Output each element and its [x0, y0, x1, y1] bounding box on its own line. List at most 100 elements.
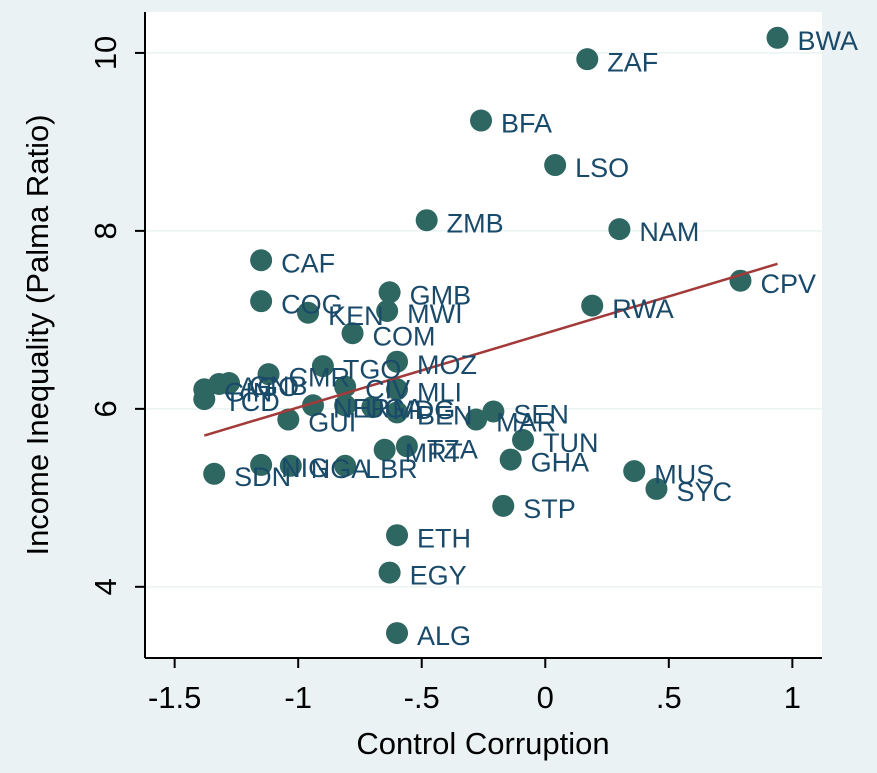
point	[499, 448, 522, 471]
point	[470, 109, 493, 132]
x-tick-label: 0	[537, 680, 554, 715]
point-label: CIV	[365, 375, 410, 405]
point-label: CPV	[760, 269, 816, 299]
point-label: BWA	[798, 26, 859, 56]
point-label: ALG	[417, 621, 471, 651]
point-label: SEN	[513, 400, 569, 430]
point	[279, 454, 302, 477]
x-tick-label: .5	[656, 680, 682, 715]
x-tick-label: -1.5	[148, 680, 201, 715]
point-label: UGA	[365, 393, 424, 423]
x-tick-label: 1	[784, 680, 801, 715]
point	[334, 394, 357, 417]
point	[297, 301, 320, 324]
point-label: TZA	[427, 434, 478, 464]
point	[386, 401, 409, 424]
point	[465, 408, 488, 431]
point-label: GIN	[224, 377, 272, 407]
point-label: TCD	[224, 387, 279, 417]
point-label: CMR	[289, 362, 351, 392]
y-axis-title: Income Inequality (Palma Ratio)	[20, 114, 55, 555]
x-axis-title: Control Corruption	[356, 726, 609, 761]
point-label: MOZ	[417, 350, 477, 380]
point	[378, 281, 401, 304]
point-label: MUS	[654, 459, 714, 489]
point-label: KEN	[328, 301, 384, 331]
point	[576, 48, 599, 71]
point	[376, 299, 399, 322]
point	[203, 462, 226, 485]
point-label: TGO	[343, 354, 402, 384]
point-label: AGO	[239, 372, 299, 402]
point	[250, 290, 273, 313]
y-tick-label: 8	[88, 222, 123, 239]
point	[482, 400, 505, 423]
point-label: NAM	[639, 217, 699, 247]
point-label: COM	[373, 321, 436, 351]
point-label: TUN	[543, 428, 599, 458]
point	[645, 477, 668, 500]
point-label: STP	[523, 494, 576, 524]
point	[218, 372, 241, 395]
point	[544, 154, 567, 177]
point-label: COG	[281, 289, 343, 319]
point	[766, 26, 789, 49]
point-label: ZMB	[447, 208, 504, 238]
point-label: NER	[333, 393, 390, 423]
plot-area	[145, 12, 822, 658]
point	[729, 269, 752, 292]
point	[581, 294, 604, 317]
point	[250, 249, 273, 272]
point-label: MDG	[392, 395, 455, 425]
point	[257, 363, 280, 386]
point-label: LSO	[575, 153, 629, 183]
point-label: MRT	[405, 438, 463, 468]
point-label: BEN	[417, 401, 473, 431]
point-label: MWI	[407, 299, 462, 329]
point	[492, 494, 515, 517]
point	[302, 394, 325, 417]
point-label: RWA	[612, 294, 674, 324]
point-label: ZAF	[607, 47, 658, 77]
point-label: EGY	[410, 561, 467, 591]
point	[334, 454, 357, 477]
point	[378, 561, 401, 584]
point	[250, 453, 273, 476]
point	[361, 396, 384, 419]
point-label: MAR	[496, 408, 556, 438]
point	[512, 428, 535, 451]
y-tick-label: 10	[88, 36, 123, 70]
point	[386, 378, 409, 401]
point	[386, 350, 409, 373]
y-tick-label: 4	[88, 578, 123, 595]
point	[415, 209, 438, 232]
point	[193, 388, 216, 411]
point-label: GUI	[308, 408, 356, 438]
point-label: NIG	[281, 453, 329, 483]
point-label: GMB	[410, 280, 472, 310]
point-label: SDN	[234, 462, 291, 492]
point	[373, 438, 396, 461]
x-tick-label: -1	[284, 680, 312, 715]
x-tick-label: -.5	[404, 680, 440, 715]
point	[395, 435, 418, 458]
point	[341, 322, 364, 345]
point-label: BFA	[501, 109, 552, 139]
point	[608, 218, 631, 241]
point-label: GNB	[249, 371, 308, 401]
point-label: LBR	[365, 454, 418, 484]
point-label: NGA	[311, 454, 370, 484]
point-label: GHA	[531, 448, 590, 478]
point-label: MLI	[417, 377, 462, 407]
point	[277, 408, 300, 431]
point	[311, 355, 334, 378]
point	[386, 622, 409, 645]
point-label: ETH	[417, 523, 471, 553]
y-tick-label: 6	[88, 400, 123, 417]
point	[386, 524, 409, 547]
point	[623, 460, 646, 483]
point-label: CAF	[281, 248, 335, 278]
fit-line	[203, 262, 778, 437]
point-label: SYC	[676, 477, 732, 507]
